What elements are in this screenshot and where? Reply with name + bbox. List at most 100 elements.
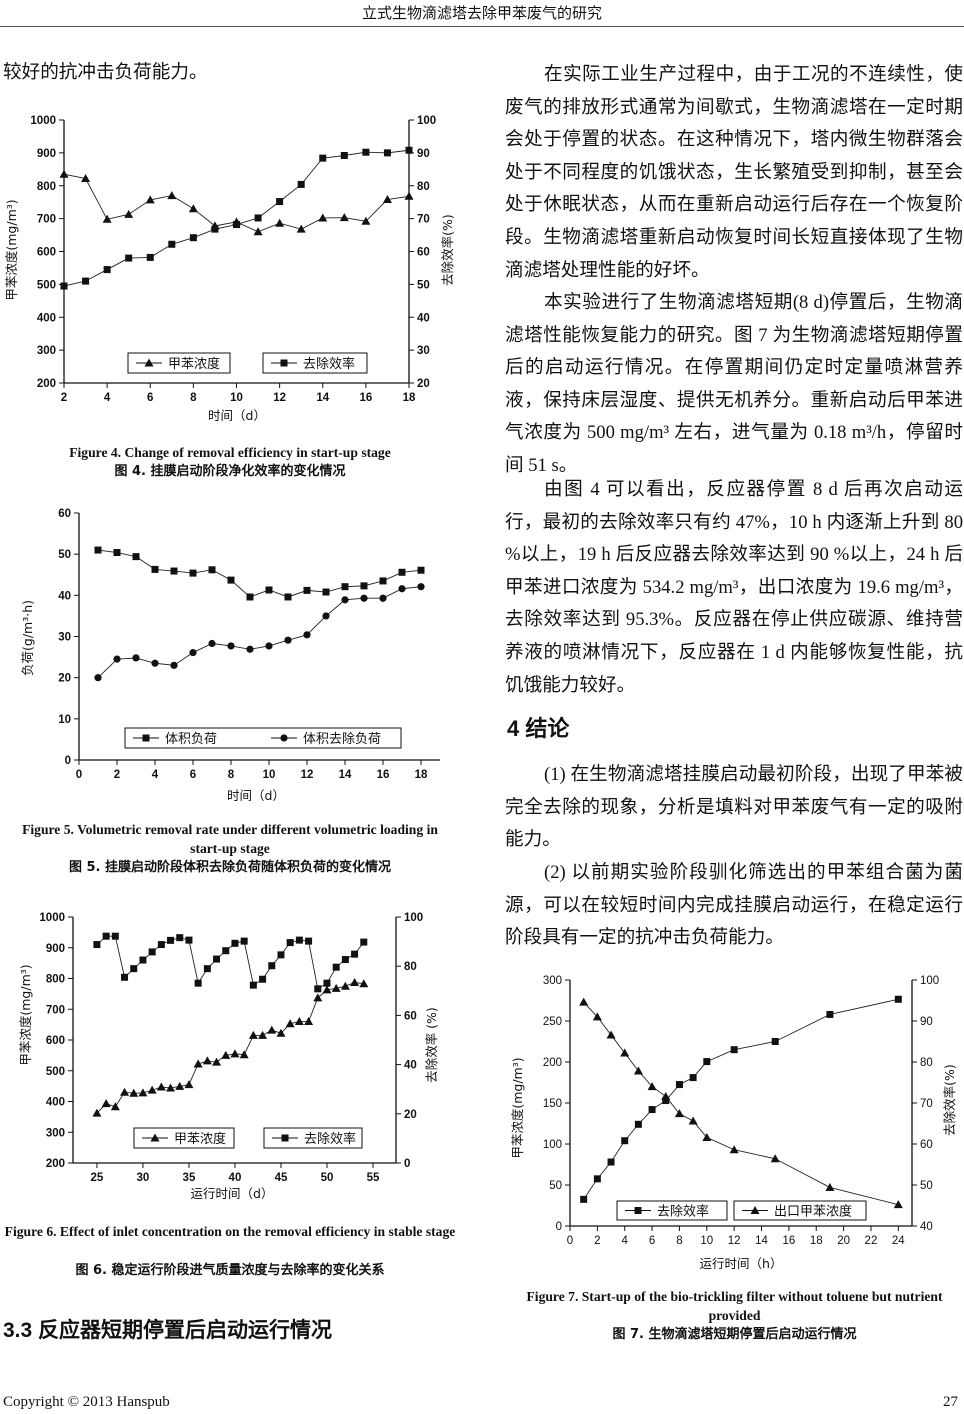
data-point	[360, 938, 368, 946]
data-point	[826, 1010, 834, 1018]
header-rule	[0, 26, 964, 27]
data-point	[212, 1057, 222, 1066]
data-point	[184, 1080, 194, 1089]
data-point	[246, 593, 254, 601]
data-point	[360, 582, 368, 590]
y-tick-label: 500	[46, 1066, 65, 1078]
data-point	[203, 965, 211, 973]
data-point	[379, 577, 387, 585]
data-point	[189, 569, 197, 577]
data-point	[125, 254, 133, 262]
data-point	[129, 1088, 139, 1097]
x-tick-label: 35	[183, 1172, 196, 1184]
data-point	[189, 648, 197, 657]
data-point	[166, 1083, 176, 1092]
data-point	[202, 1056, 212, 1065]
x-tick-label: 0	[567, 1235, 573, 1247]
x-tick-label: 6	[649, 1235, 655, 1247]
x-tick-label: 18	[403, 392, 416, 404]
y-tick-label: 900	[37, 148, 56, 160]
data-point	[341, 583, 349, 591]
data-point	[227, 576, 235, 584]
data-point	[146, 253, 154, 261]
data-point	[580, 1195, 588, 1203]
x-tick-label: 4	[622, 1235, 629, 1247]
data-point	[231, 939, 239, 947]
data-point	[340, 981, 350, 990]
data-point	[240, 937, 248, 945]
y-tick-label: 600	[37, 247, 56, 259]
y-tick-label: 1000	[39, 912, 65, 924]
y-tick-label: 50	[58, 549, 71, 561]
figure-7-caption-cn: 图 7. 生物滴滤塔短期停置后启动运行情况	[612, 1327, 857, 1342]
x-tick-label: 50	[321, 1172, 334, 1184]
y2-tick-label: 30	[417, 345, 430, 357]
y-tick-label: 1000	[30, 115, 56, 127]
data-point	[138, 1088, 148, 1097]
legend-marker	[150, 1133, 160, 1142]
conclusion-2: (2) 以前期实验阶段驯化筛选出的甲苯组合菌为菌源，可以在较短时间内完成挂膜启动…	[505, 862, 963, 949]
legend-marker	[142, 734, 150, 742]
data-point	[313, 993, 323, 1002]
data-point	[193, 1059, 203, 1068]
x-tick-label: 14	[755, 1235, 768, 1247]
y2-tick-label: 20	[417, 378, 430, 390]
figure-5-caption-en: Figure 5. Volumetric removal rate under …	[22, 822, 438, 856]
data-point	[93, 941, 101, 949]
series-line-1	[97, 586, 422, 678]
figure-4-caption-en: Figure 4. Change of removal efficiency i…	[69, 445, 391, 460]
y-tick-label: 250	[543, 1016, 562, 1028]
legend-marker	[634, 1207, 642, 1214]
data-point	[322, 612, 330, 620]
data-point	[156, 1082, 166, 1091]
x-tick-label: 40	[229, 1172, 242, 1184]
series-line-0	[63, 173, 410, 233]
y-tick-label: 100	[543, 1139, 562, 1151]
data-point	[296, 224, 306, 233]
legend-box	[127, 352, 231, 374]
y-tick-label: 400	[37, 312, 56, 324]
y2-tick-label: 40	[404, 1060, 417, 1072]
legend-label: 甲苯浓度	[174, 1131, 226, 1147]
data-point	[303, 631, 311, 639]
y-tick-label: 900	[46, 943, 65, 955]
data-point	[208, 639, 216, 648]
data-point	[170, 661, 178, 669]
x-tick-label: 18	[415, 769, 428, 781]
data-point	[275, 218, 285, 227]
data-point	[175, 1081, 185, 1090]
data-point	[662, 1097, 670, 1105]
x-tick-label: 30	[137, 1172, 150, 1184]
y2-tick-label: 80	[417, 181, 430, 193]
data-point	[145, 195, 155, 204]
data-point	[332, 963, 340, 971]
legend-marker	[144, 358, 154, 367]
data-point	[647, 1082, 657, 1091]
data-point	[331, 983, 341, 992]
data-point	[404, 191, 414, 200]
y2-tick-label: 60	[417, 247, 430, 259]
paragraph-1: 在实际工业生产过程中，由于工况的不连续性，使废气的排放形式通常为间歇式，生物滴滤…	[505, 64, 963, 281]
legend-box	[133, 1127, 235, 1149]
data-point	[59, 169, 69, 178]
paragraph-2: 本实验进行了生物滴滤塔短期(8 d)停置后，生物滴滤塔性能恢复能力的研究。图 7…	[505, 292, 963, 476]
x-tick-label: 45	[275, 1172, 288, 1184]
data-point	[379, 594, 387, 602]
legend-box	[262, 352, 368, 374]
data-point	[607, 1158, 615, 1166]
data-point	[121, 973, 129, 981]
data-point	[771, 1038, 779, 1045]
y-tick-label: 600	[46, 1035, 65, 1047]
x-tick-label: 10	[263, 769, 276, 781]
data-point	[82, 277, 90, 285]
legend-marker	[280, 734, 288, 742]
y2-tick-label: 60	[404, 1010, 417, 1022]
y-tick-label: 300	[46, 1127, 65, 1139]
section-heading-3-3: 3.3 反应器短期停置后启动运行情况	[3, 1319, 333, 1342]
legend-box	[733, 1200, 867, 1221]
data-point	[322, 985, 332, 994]
data-point	[729, 1145, 739, 1154]
x-tick-label: 12	[728, 1235, 741, 1247]
y-tick-label: 150	[543, 1098, 562, 1110]
x-tick-label: 8	[228, 769, 235, 781]
